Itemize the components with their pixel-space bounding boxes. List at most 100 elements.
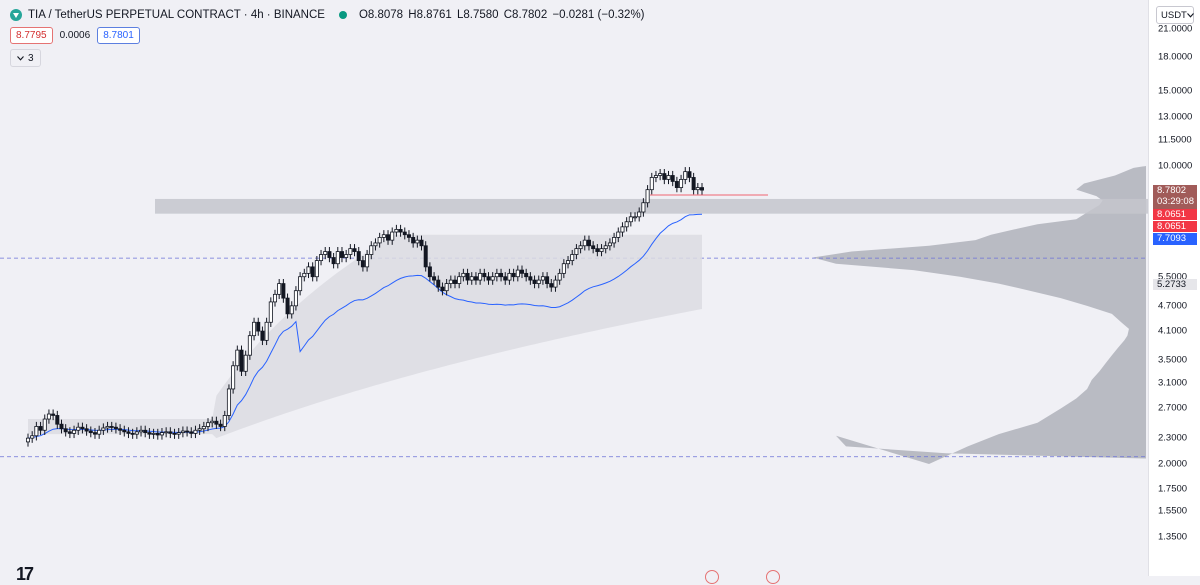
candle-body xyxy=(453,279,458,284)
candle-body xyxy=(285,297,290,315)
buy-price-button[interactable]: 8.7801 xyxy=(97,27,140,44)
price-axis[interactable]: USDT 21.0000 18.0000 15.0000 13.0000 11.5000… xyxy=(1149,0,1200,576)
candle-body xyxy=(570,254,575,261)
candle-body xyxy=(545,276,550,284)
indicators-toggle-button[interactable]: 3 xyxy=(10,49,41,67)
candle-body xyxy=(272,293,277,303)
price-tick: 3.1000 xyxy=(1158,377,1188,389)
bar-countdown: 03:29:08 xyxy=(1157,196,1194,207)
candle-body xyxy=(398,229,403,233)
candle-body xyxy=(214,420,219,425)
candle-body xyxy=(419,239,424,247)
candle-body xyxy=(612,237,617,244)
price-tick: 4.7000 xyxy=(1158,300,1188,312)
candle-body xyxy=(532,279,537,284)
price-tick: 11.5000 xyxy=(1158,134,1192,146)
candle-body xyxy=(394,229,399,233)
candle-body xyxy=(436,279,441,288)
candle-body xyxy=(38,426,43,431)
tradingview-logo-icon[interactable]: 17 xyxy=(16,564,34,584)
price-chart[interactable] xyxy=(0,0,1148,576)
candle-body xyxy=(515,269,520,278)
candle-body xyxy=(540,276,545,281)
ma-value-label: 7.7093 xyxy=(1153,233,1197,245)
candle-body xyxy=(46,413,51,420)
candle-body xyxy=(616,231,621,238)
candle-body xyxy=(511,272,516,278)
candle-body xyxy=(386,234,391,241)
candle-body xyxy=(109,426,114,428)
currency-selector[interactable]: USDT xyxy=(1156,6,1194,24)
candle-body xyxy=(503,276,508,281)
candle-body xyxy=(473,276,478,281)
candle-body xyxy=(507,272,512,281)
candle-body xyxy=(670,175,675,182)
chevron-down-icon xyxy=(17,53,24,64)
level-label-a: 8.0651 xyxy=(1153,209,1197,220)
candle-body xyxy=(30,435,35,439)
open-value: O8.8078 xyxy=(358,9,404,21)
chart-pane[interactable]: TIA / TetherUS PERPETUAL CONTRACT · 4h ·… xyxy=(0,0,1149,584)
currency-label: USDT xyxy=(1161,9,1187,21)
event-icon[interactable] xyxy=(766,570,780,584)
candle-body xyxy=(381,234,386,238)
ohlc-values: O8.8078 H8.8761 L8.7580 C8.7802 −0.0281 … xyxy=(359,9,647,21)
alert-icon[interactable] xyxy=(705,570,719,584)
candle-body xyxy=(55,415,60,425)
price-tick: 13.0000 xyxy=(1158,111,1193,123)
price-tick: 1.5500 xyxy=(1158,505,1188,517)
candle-body xyxy=(444,283,449,292)
candle-body xyxy=(88,430,93,434)
candle-body xyxy=(319,254,324,261)
candle-body xyxy=(130,432,135,435)
price-tick: 2.7000 xyxy=(1158,402,1188,414)
candle-body xyxy=(641,202,646,213)
candle-body xyxy=(356,251,361,261)
sell-price-button[interactable]: 8.7795 xyxy=(10,27,53,44)
candle-body xyxy=(218,423,223,427)
candle-body xyxy=(42,418,47,431)
candle-body xyxy=(561,263,566,274)
candle-body xyxy=(499,272,504,278)
candle-body xyxy=(113,426,118,430)
candle-body xyxy=(691,177,696,191)
candle-body xyxy=(25,437,30,443)
candle-body xyxy=(633,216,638,219)
price-tick: 3.5000 xyxy=(1158,354,1188,366)
indicators-count: 3 xyxy=(28,52,34,64)
candle-body xyxy=(528,276,533,281)
candle-body xyxy=(373,242,378,247)
symbol-title[interactable]: TIA / TetherUS PERPETUAL CONTRACT · 4h ·… xyxy=(28,9,325,21)
candle-body xyxy=(344,254,349,258)
candle-body xyxy=(591,245,596,250)
candle-body xyxy=(231,365,236,390)
candle-body xyxy=(695,187,700,191)
market-status-icon[interactable] xyxy=(338,11,347,19)
candle-body xyxy=(624,221,629,228)
low-value: L8.7580 xyxy=(456,9,499,21)
candle-body xyxy=(210,420,215,424)
candle-body xyxy=(260,330,265,341)
candle-body xyxy=(252,321,257,337)
candle-body xyxy=(482,272,487,278)
price-tick: 1.7500 xyxy=(1158,483,1188,495)
candle-body xyxy=(101,427,106,431)
chevron-down-icon xyxy=(1186,10,1194,21)
volume-profile xyxy=(812,166,1146,465)
close-value: C8.7802 xyxy=(503,9,548,21)
candle-body xyxy=(226,388,231,416)
candle-body xyxy=(159,432,164,436)
candle-body xyxy=(293,290,298,307)
candle-body xyxy=(653,175,658,178)
last-price-label: 8.7802 03:29:08 xyxy=(1153,185,1197,209)
candle-body xyxy=(59,423,64,430)
candle-body xyxy=(67,431,72,434)
candle-body xyxy=(277,283,282,295)
candle-body xyxy=(574,248,579,255)
candle-body xyxy=(176,432,181,435)
candle-body xyxy=(490,276,495,281)
candle-body xyxy=(369,245,374,255)
candle-body xyxy=(281,283,286,299)
candle-body xyxy=(235,349,240,367)
bid-ask-row: 8.7795 0.0006 8.7801 xyxy=(10,27,140,44)
